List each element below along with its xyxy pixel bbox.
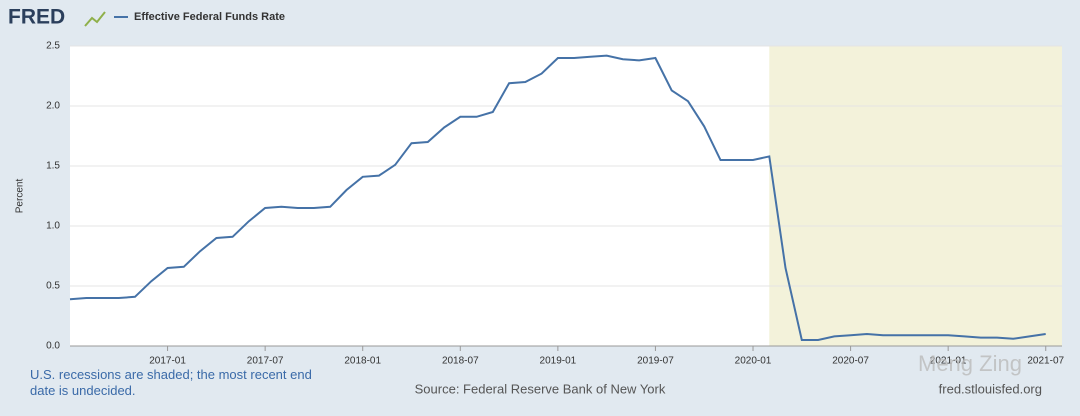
x-tick-label: 2021-01 <box>930 356 967 367</box>
x-tick-label: 2018-07 <box>442 356 479 367</box>
legend-label: Effective Federal Funds Rate <box>134 11 285 23</box>
recession-shading <box>769 46 1062 346</box>
source: Source: Federal Reserve Bank of New York <box>415 381 666 396</box>
x-tick-label: 2020-07 <box>832 356 869 367</box>
y-axis-label: Percent <box>15 179 26 214</box>
y-tick-label: 1.5 <box>46 161 60 172</box>
x-tick-label: 2020-01 <box>735 356 772 367</box>
watermark: Meng Zing <box>918 351 1022 376</box>
x-tick-label: 2017-01 <box>149 356 186 367</box>
x-tick-label: 2021-07 <box>1027 356 1064 367</box>
site: fred.stlouisfed.org <box>939 381 1042 396</box>
logo-icon <box>84 11 106 27</box>
x-tick-label: 2018-01 <box>344 356 381 367</box>
series-line <box>69 54 1046 341</box>
x-tick-label: 2017-07 <box>247 356 284 367</box>
logo: FRED <box>8 6 65 29</box>
x-tick-label: 2019-01 <box>540 356 577 367</box>
y-tick-label: 0.0 <box>46 341 60 352</box>
y-tick-label: 1.0 <box>46 221 60 232</box>
y-tick-label: 2.5 <box>46 41 60 52</box>
note: U.S. recessions are shaded; the most rec… <box>30 367 312 398</box>
y-tick-label: 0.5 <box>46 281 60 292</box>
y-tick-label: 2.0 <box>46 101 60 112</box>
x-tick-label: 2019-07 <box>637 356 674 367</box>
